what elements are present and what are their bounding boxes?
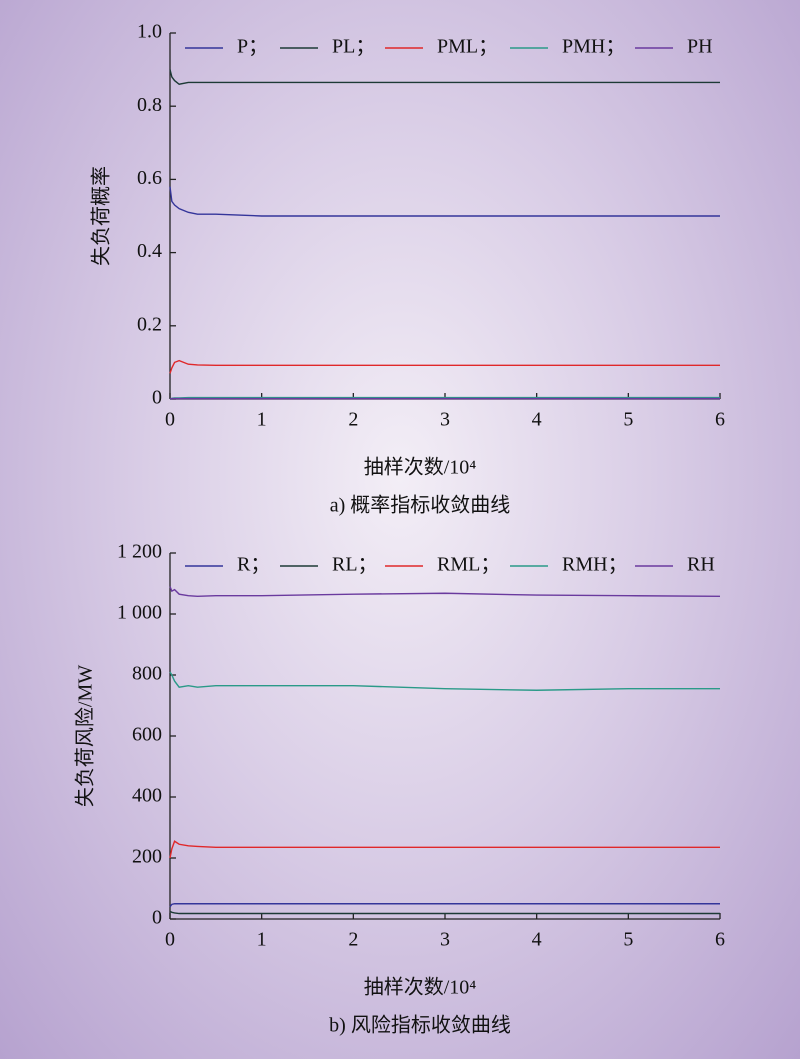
x-tick-label: 1 — [257, 409, 267, 431]
series-line — [169, 396, 720, 400]
series-line — [169, 586, 721, 598]
x-tick-label: 3 — [440, 929, 450, 951]
y-tick-label: 0.4 — [137, 240, 162, 262]
x-tick-label: 4 — [532, 929, 542, 951]
series-line — [169, 69, 720, 85]
y-tick-label: 0.2 — [137, 313, 162, 335]
x-tick-label: 0 — [165, 409, 175, 431]
legend-label: R； — [237, 554, 270, 576]
legend-label: RML； — [437, 554, 500, 576]
y-tick-label: 0 — [152, 387, 162, 409]
caption: a) 概率指标收敛曲线 — [330, 494, 511, 517]
series-line — [169, 840, 720, 859]
y-tick-label: 800 — [132, 663, 162, 685]
y-tick-label: 0 — [152, 907, 162, 929]
y-tick-label: 1.0 — [137, 21, 162, 43]
y-tick-label: 1 200 — [117, 541, 162, 563]
x-tick-label: 3 — [440, 409, 450, 431]
x-tick-label: 6 — [715, 409, 725, 431]
series-line — [169, 359, 720, 374]
y-axis-label: 失负荷概率 — [90, 166, 113, 266]
y-axis-label: 失负荷风险/MW — [74, 665, 97, 807]
y-tick-label: 0.8 — [137, 94, 162, 116]
x-axis-label: 抽样次数/10⁴ — [364, 976, 477, 999]
series-line — [169, 903, 720, 908]
series-line — [169, 671, 720, 691]
x-tick-label: 2 — [348, 409, 358, 431]
legend-label: P； — [237, 36, 268, 58]
x-axis-label: 抽样次数/10⁴ — [364, 456, 477, 479]
y-tick-label: 200 — [132, 846, 162, 868]
legend-label: RH — [687, 554, 715, 576]
x-tick-label: 2 — [348, 929, 358, 951]
y-tick-label: 600 — [132, 724, 162, 746]
x-tick-label: 5 — [623, 409, 633, 431]
y-tick-label: 1 000 — [117, 602, 162, 624]
x-tick-label: 6 — [715, 929, 725, 951]
legend-label: RMH； — [562, 554, 628, 576]
x-tick-label: 5 — [623, 929, 633, 951]
series-line — [169, 186, 720, 217]
series-line — [169, 910, 720, 915]
caption: b) 风险指标收敛曲线 — [329, 1014, 511, 1037]
legend-label: PL； — [332, 36, 375, 58]
x-tick-label: 1 — [257, 929, 267, 951]
legend-label: RL； — [332, 554, 378, 576]
legend-label: PMH； — [562, 36, 625, 58]
x-tick-label: 0 — [165, 929, 175, 951]
y-tick-label: 0.6 — [137, 167, 162, 189]
legend-label: PH — [687, 36, 713, 58]
y-tick-label: 400 — [132, 785, 162, 807]
x-tick-label: 4 — [532, 409, 542, 431]
legend-label: PML； — [437, 36, 498, 58]
